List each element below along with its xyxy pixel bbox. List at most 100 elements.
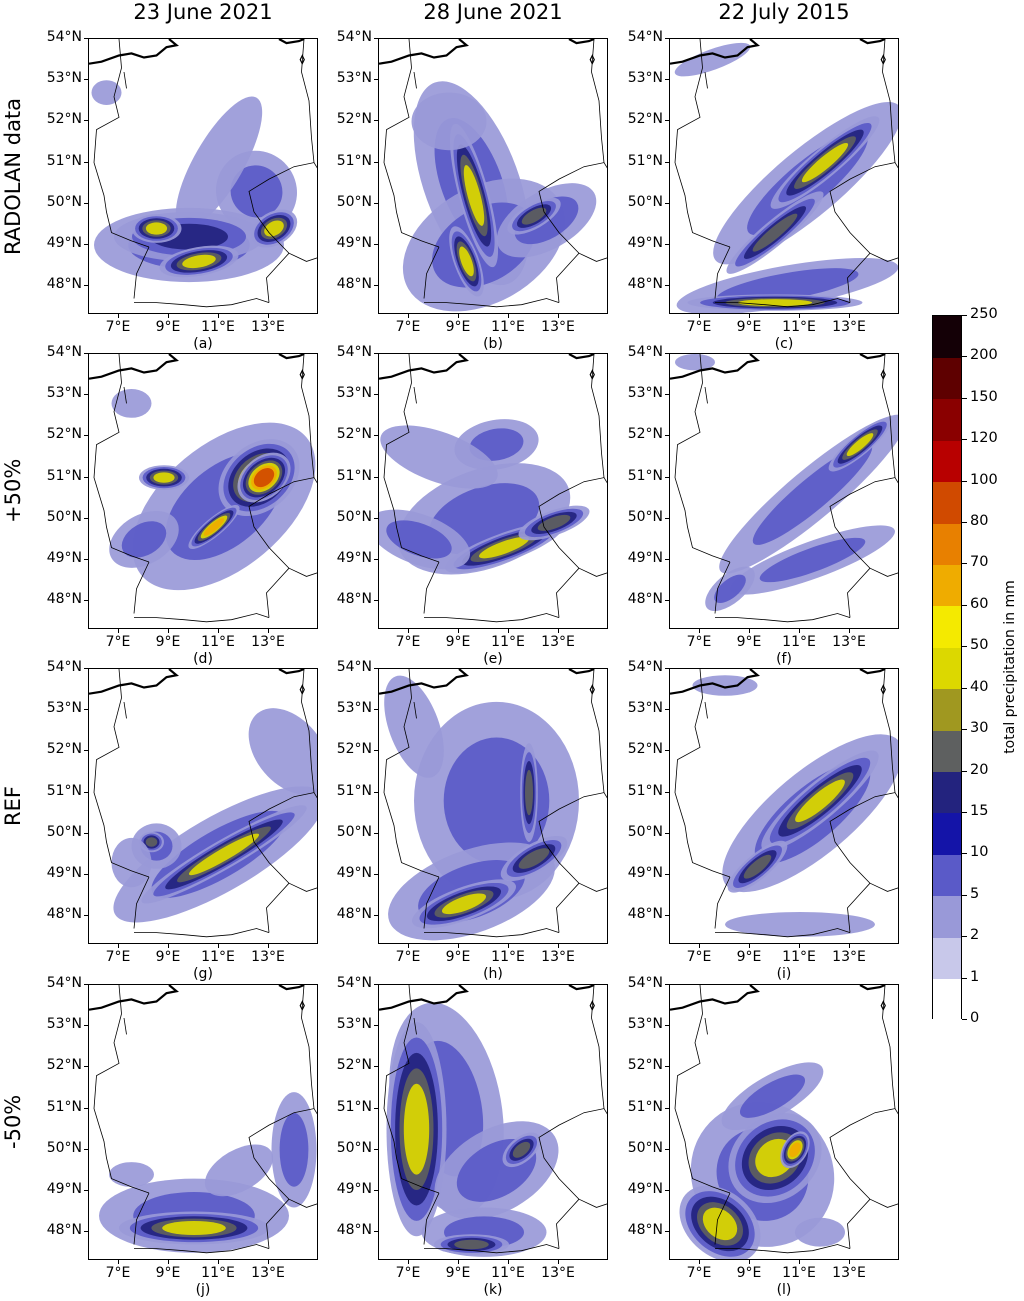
coastline: [859, 39, 886, 45]
colorbar-segment: [933, 398, 961, 441]
lat-tick: [84, 600, 88, 602]
lat-label: 52°N: [46, 426, 82, 443]
lat-label: 50°N: [336, 1139, 372, 1156]
lon-tick: [749, 944, 750, 948]
lon-tick: [168, 944, 169, 948]
lon-label: 7°E: [686, 1265, 712, 1281]
lat-label: 51°N: [336, 1098, 372, 1115]
precipitation-area: [111, 389, 152, 418]
lake-outline: [880, 1000, 886, 1011]
border-line: [715, 1244, 851, 1254]
precipitation-area: [537, 514, 571, 531]
lat-tick: [84, 873, 88, 875]
lon-label: 11°E: [782, 319, 816, 335]
lat-tick: [374, 1107, 378, 1109]
coastline: [670, 39, 760, 65]
border-line: [714, 876, 731, 929]
border-line: [674, 669, 731, 878]
border-line: [133, 876, 150, 929]
lat-label: 52°N: [46, 1057, 82, 1074]
row-title: RADOLAN data: [1, 97, 25, 255]
border-line: [869, 252, 898, 262]
lat-tick: [374, 243, 378, 245]
border-line: [313, 792, 317, 799]
lat-tick: [665, 791, 669, 793]
lat-label: 52°N: [46, 741, 82, 758]
lat-tick: [374, 79, 378, 81]
coastline: [278, 985, 305, 991]
precipitation-area: [518, 848, 550, 869]
border-line: [829, 669, 896, 933]
map-panel: [88, 38, 318, 314]
colorbar: [932, 315, 962, 1021]
lat-tick: [84, 517, 88, 519]
colorbar-segment: [933, 440, 961, 483]
border-line: [383, 985, 440, 1194]
lat-tick: [374, 1066, 378, 1068]
lon-label: 13°E: [541, 634, 575, 650]
lat-tick: [84, 668, 88, 669]
border-line: [704, 701, 708, 719]
border-line: [134, 928, 270, 938]
precipitation-area: [795, 779, 845, 823]
lat-label: 53°N: [627, 385, 663, 402]
border-line: [704, 71, 708, 89]
lat-tick: [665, 353, 669, 354]
lon-label: 7°E: [686, 319, 712, 335]
precipitation-map: [670, 39, 898, 313]
precipitation-map: [670, 669, 898, 938]
precipitation-area: [403, 1083, 430, 1175]
border-line: [829, 985, 896, 1249]
lat-label: 53°N: [46, 700, 82, 717]
panel-label: (d): [193, 651, 213, 667]
border-line: [704, 386, 708, 404]
lake-outline: [299, 54, 305, 65]
lat-label: 53°N: [627, 70, 663, 87]
lat-label: 49°N: [627, 549, 663, 566]
lat-label: 52°N: [627, 1057, 663, 1074]
lat-label: 48°N: [336, 906, 372, 923]
lat-label: 50°N: [336, 508, 372, 525]
border-line: [413, 71, 417, 89]
panel-label: (e): [483, 651, 503, 667]
lat-label: 51°N: [46, 782, 82, 799]
lat-label: 48°N: [46, 906, 82, 923]
precipitation-map: [670, 985, 898, 1259]
map-panel: [378, 38, 608, 314]
lat-label: 48°N: [46, 1222, 82, 1239]
panel-label: (c): [774, 336, 794, 352]
border-line: [674, 354, 731, 563]
border-line: [93, 354, 150, 563]
precipitation-map: [89, 669, 317, 938]
lon-tick: [749, 629, 750, 633]
precipitation-area: [479, 536, 529, 559]
colorbar-segment: [933, 647, 961, 690]
lon-label: 13°E: [541, 319, 575, 335]
border-line: [715, 298, 851, 308]
lat-tick: [84, 1148, 88, 1150]
lon-label: 11°E: [201, 1265, 235, 1281]
lat-tick: [84, 1231, 88, 1233]
lake-outline: [299, 1000, 305, 1011]
lon-tick: [458, 944, 459, 948]
lon-tick: [799, 314, 800, 318]
border-line: [123, 71, 127, 89]
lon-label: 11°E: [782, 634, 816, 650]
border-line: [578, 882, 607, 892]
panel-label: (i): [776, 966, 792, 982]
lat-tick: [665, 558, 669, 560]
column-title: 28 June 2021: [423, 0, 563, 24]
lat-label: 53°N: [336, 700, 372, 717]
lat-label: 54°N: [336, 344, 372, 360]
border-line: [133, 1192, 150, 1245]
lat-label: 52°N: [627, 111, 663, 128]
lon-tick: [268, 944, 269, 948]
lat-tick: [84, 1107, 88, 1109]
row-title: -50%: [1, 1094, 25, 1150]
panel-label: (h): [483, 966, 503, 982]
lat-tick: [374, 1148, 378, 1150]
border-line: [869, 567, 898, 577]
lat-label: 51°N: [46, 467, 82, 484]
lat-label: 49°N: [46, 234, 82, 251]
lon-tick: [408, 314, 409, 318]
